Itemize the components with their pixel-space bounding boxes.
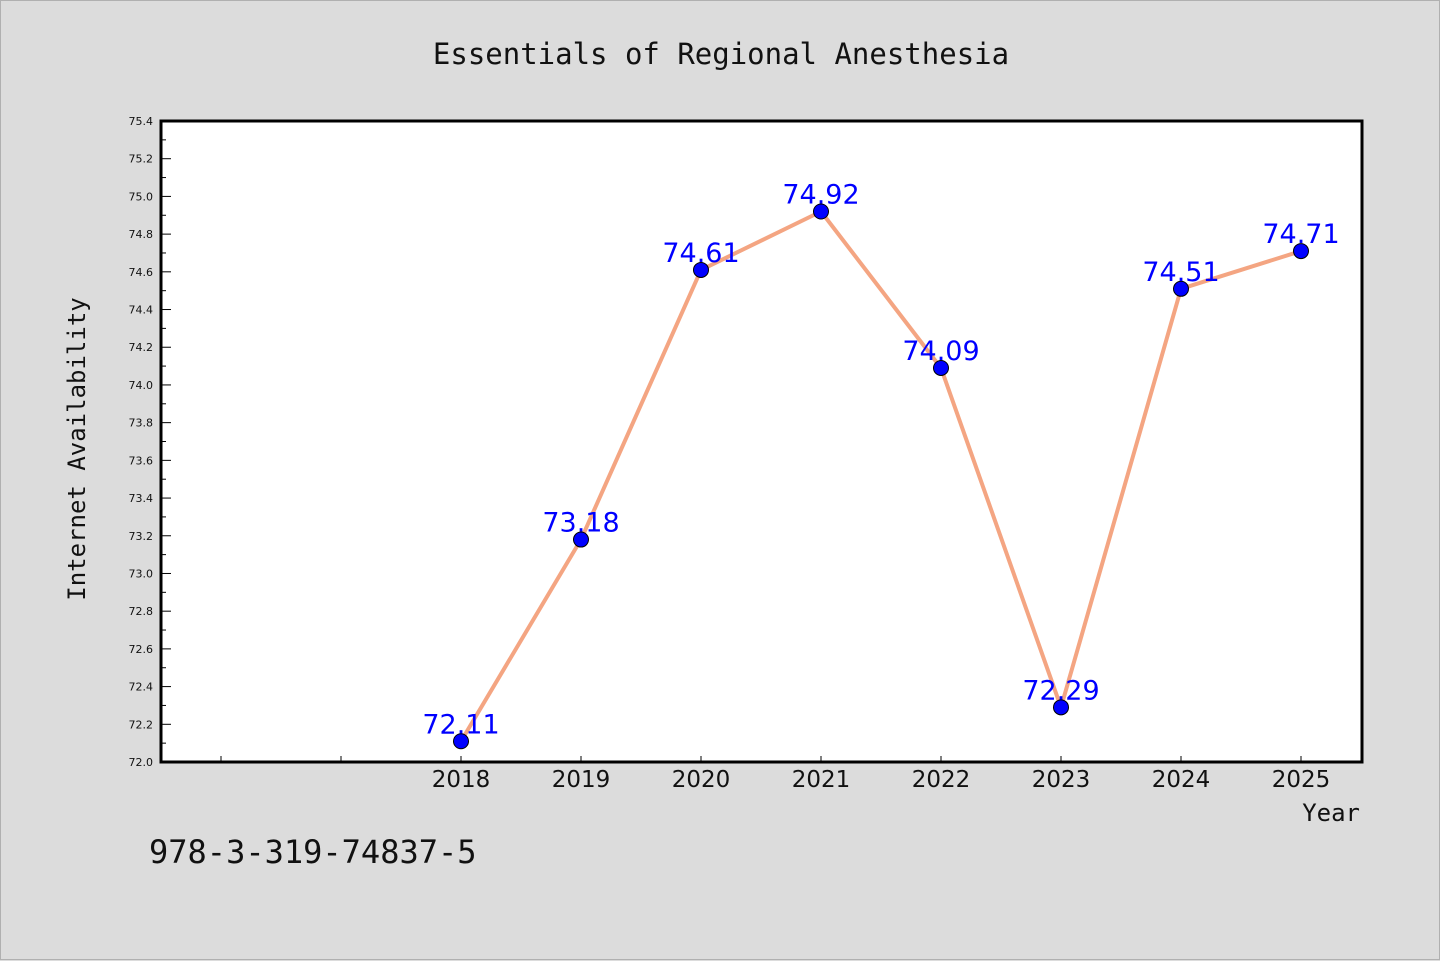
y-tick-label: 74.8: [129, 228, 154, 241]
x-tick-label: 2025: [1272, 767, 1331, 793]
y-tick-label: 75.4: [129, 115, 154, 128]
data-label: 74.51: [1142, 257, 1219, 288]
data-point: [1053, 699, 1069, 716]
data-label: 74.61: [662, 238, 739, 269]
data-label: 74.09: [902, 336, 979, 367]
plot-area: [159, 119, 1364, 764]
isbn-footnote: 978-3-319-74837-5: [149, 833, 477, 871]
series-line: [459, 209, 1302, 743]
data-point: [1173, 280, 1189, 297]
x-tick-label: 2022: [912, 767, 971, 793]
data-point: [813, 203, 829, 220]
data-label: 74.71: [1262, 219, 1339, 250]
y-tick-label: 74.0: [129, 379, 154, 392]
data-point: [573, 531, 589, 548]
y-tick-label: 75.2: [129, 153, 154, 166]
y-axis: 72.0 72.2 72.4 72.6 72.8 73.0 73.2 73.4 73.6 73.8…: [129, 115, 171, 769]
series-layer: [453, 203, 1309, 750]
x-tick-label: 2021: [792, 767, 851, 793]
x-tick-label: 2024: [1152, 767, 1211, 793]
data-point: [693, 261, 709, 278]
x-tick-label: 2018: [432, 767, 491, 793]
y-tick-label: 73.2: [129, 530, 154, 543]
y-tick-label: 74.6: [129, 266, 154, 279]
x-tick-label: 2023: [1032, 767, 1091, 793]
y-tick-label: 72.4: [129, 681, 154, 694]
y-axis-label: Internet Availability: [63, 297, 91, 600]
y-tick-label: 72.6: [129, 643, 154, 656]
y-tick-label: 72.0: [129, 756, 154, 769]
y-tick-label: 74.2: [129, 341, 154, 354]
y-tick-label: 73.0: [129, 567, 154, 580]
data-label: 72.29: [1022, 675, 1099, 706]
data-label: 73.18: [542, 508, 619, 539]
y-tick-label: 73.8: [129, 417, 154, 430]
y-tick-label: 73.4: [129, 492, 154, 505]
data-label-layer: 72.11 73.18 74.61 74.92 74.09 72.29 74.51 74.71: [422, 179, 1339, 740]
y-tick-label: 75.0: [129, 190, 154, 203]
x-axis: 2018 2019 2020 2021 2022 2023 2024 2025: [220, 756, 1331, 793]
data-point: [1293, 243, 1309, 260]
y-tick-label: 72.8: [129, 605, 154, 618]
y-tick-label: 74.4: [129, 304, 154, 317]
y-tick-label: 72.2: [129, 718, 154, 731]
data-point: [453, 733, 469, 750]
x-tick-label: 2019: [552, 767, 611, 793]
data-point: [933, 359, 949, 376]
x-axis-label: Year: [1302, 799, 1360, 827]
data-label: 74.92: [782, 179, 859, 210]
x-tick-label: 2020: [672, 767, 731, 793]
data-label: 72.11: [422, 709, 499, 740]
y-tick-label: 73.6: [129, 454, 154, 467]
chart-title: Essentials of Regional Anesthesia: [433, 37, 1009, 71]
